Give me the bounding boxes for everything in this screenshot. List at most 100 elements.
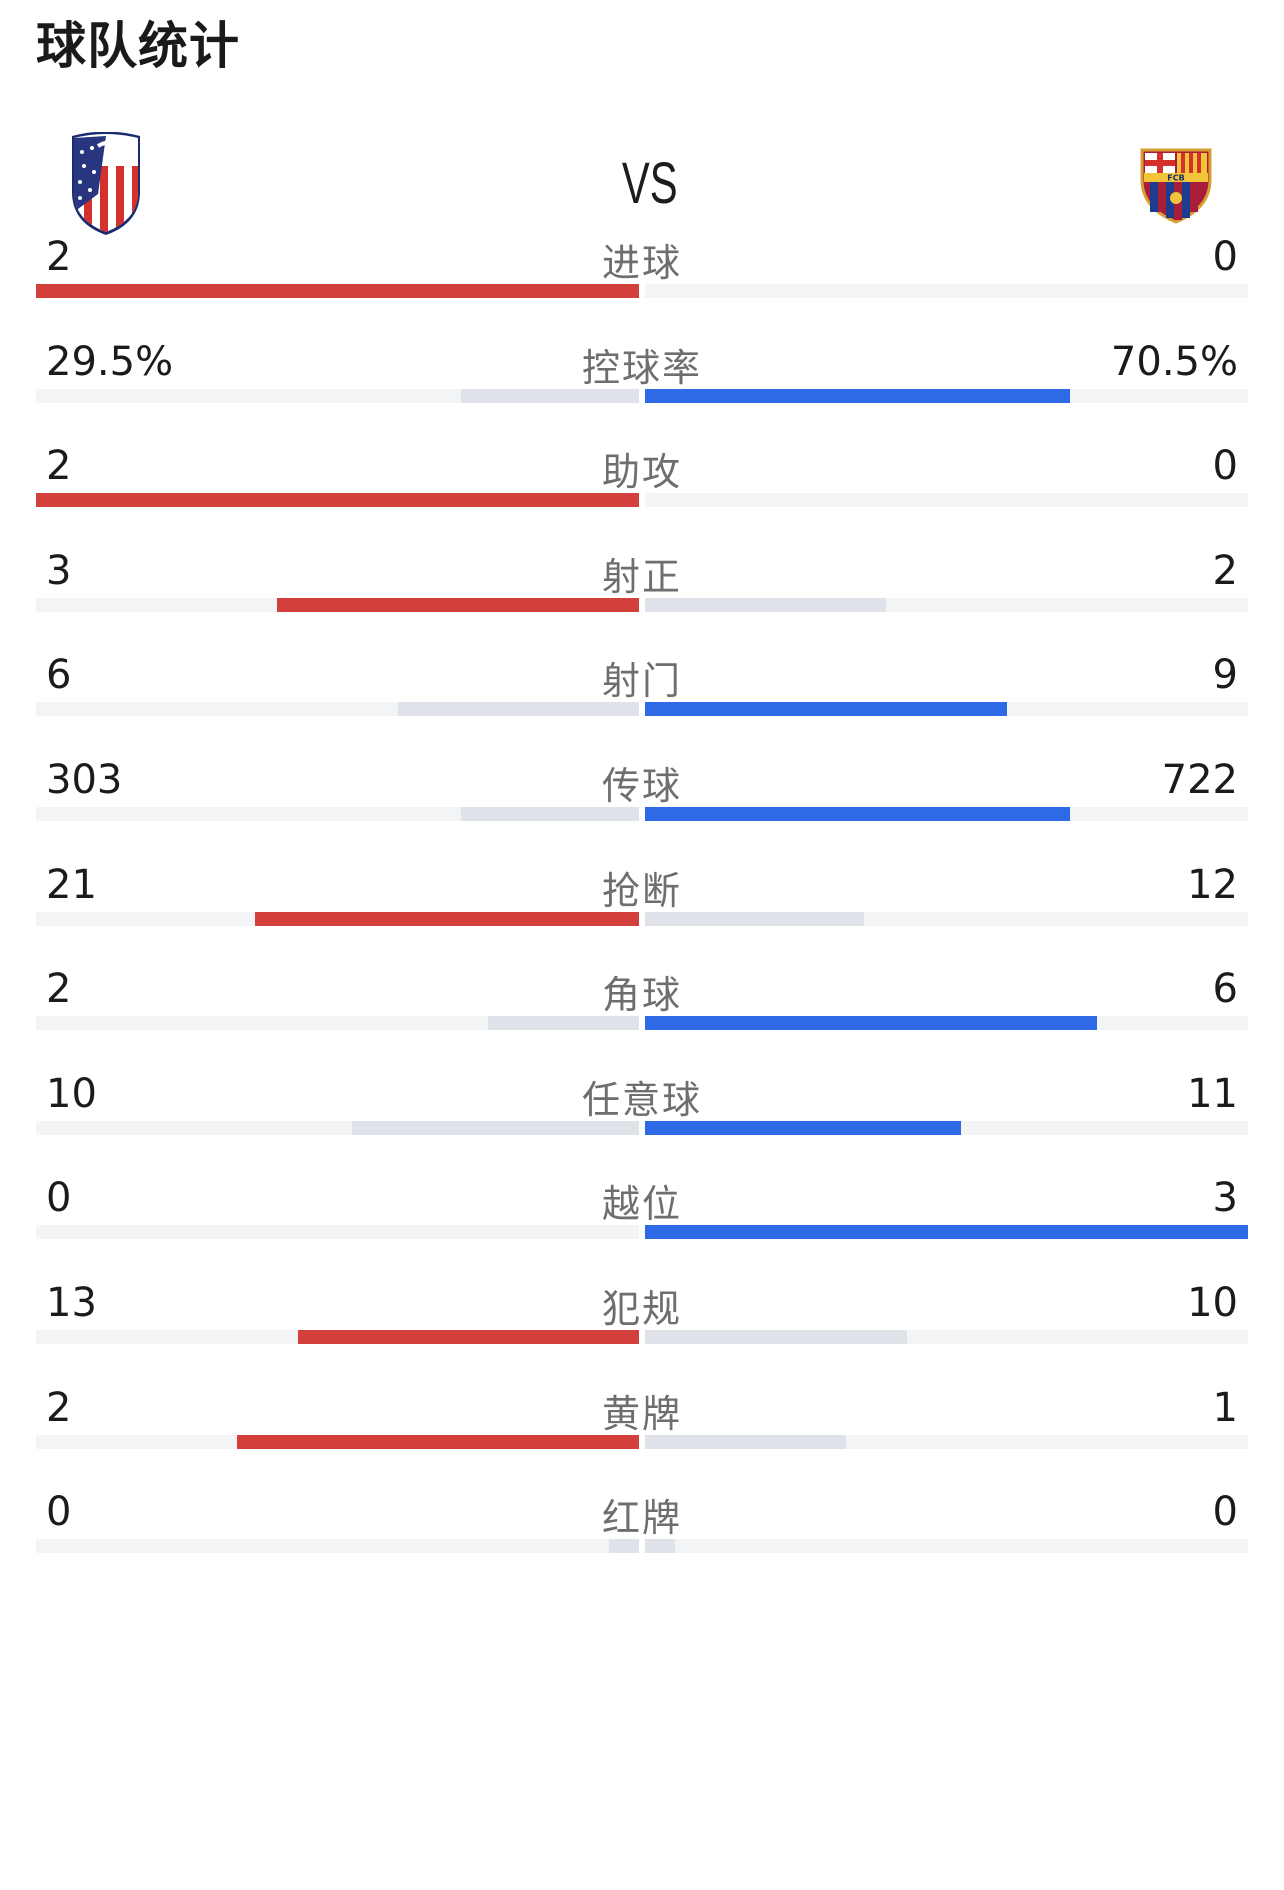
home-value: 2	[46, 234, 72, 280]
away-bar-fill	[645, 388, 1070, 403]
away-value: 12	[1187, 861, 1238, 908]
away-bar-track	[645, 597, 1248, 612]
stat-label: 越位	[601, 1182, 682, 1227]
stat-label: 射正	[601, 554, 682, 599]
stat-row: 21 抢断 12	[0, 850, 1284, 976]
stat-label: 助攻	[601, 450, 682, 495]
home-value: 29.5%	[46, 338, 174, 385]
home-bar-fill	[609, 1539, 639, 1554]
home-bar-track	[36, 388, 639, 403]
home-bar-track	[36, 1330, 639, 1344]
away-bar-track	[645, 911, 1248, 926]
away-value: 10	[1187, 1280, 1238, 1326]
stat-label: 犯规	[601, 1287, 682, 1331]
away-bar-fill	[645, 1434, 846, 1449]
stat-label: 控球率	[581, 345, 702, 390]
away-bar-track	[645, 807, 1248, 821]
home-value: 21	[46, 861, 97, 908]
stat-row: 303 传球 722	[0, 745, 1284, 871]
away-bar-track	[645, 1330, 1248, 1344]
away-value: 0	[1212, 1489, 1238, 1536]
home-value: 2	[46, 966, 72, 1013]
stat-row: 0 红牌 0	[0, 1477, 1284, 1603]
away-bar-fill	[645, 807, 1070, 821]
away-value: 6	[1212, 966, 1238, 1013]
stat-label: 任意球	[581, 1077, 702, 1122]
stat-row: 2 进球 0	[0, 222, 1284, 348]
home-bar-fill	[298, 1330, 639, 1344]
vs-label: VS	[621, 151, 678, 216]
stat-label: 红牌	[601, 1496, 682, 1541]
away-bar-track	[645, 284, 1248, 298]
stat-row: 29.5% 控球率 70.5%	[0, 327, 1284, 453]
away-bar-track	[645, 388, 1248, 403]
home-bar-track	[36, 1016, 639, 1031]
away-value: 2	[1212, 547, 1238, 594]
stat-row: 2 助攻 0	[0, 431, 1284, 557]
away-bar-track	[645, 493, 1248, 508]
away-bar-fill	[645, 1016, 1097, 1031]
away-value: 722	[1161, 757, 1238, 803]
home-bar-fill	[255, 911, 639, 926]
home-bar-track	[36, 807, 639, 821]
stat-row: 0 越位 3	[0, 1163, 1284, 1289]
home-value: 303	[46, 757, 123, 803]
away-value: 3	[1212, 1175, 1238, 1222]
home-bar-fill	[36, 493, 639, 508]
fc-barcelona-crest-icon: FCB	[1140, 148, 1212, 224]
home-bar-fill	[488, 1016, 639, 1031]
home-bar-track	[36, 1225, 639, 1240]
stat-label: 黄牌	[601, 1391, 682, 1436]
away-bar-fill	[645, 702, 1007, 717]
atletico-madrid-crest-icon	[72, 132, 140, 235]
home-value: 0	[46, 1175, 72, 1222]
away-bar-track	[645, 1539, 1248, 1554]
home-value: 10	[46, 1070, 97, 1117]
away-value: 11	[1187, 1070, 1238, 1117]
stat-row: 6 射门 9	[0, 640, 1284, 766]
stat-row: 2 角球 6	[0, 954, 1284, 1080]
away-bar-track	[645, 1225, 1248, 1240]
home-value: 6	[46, 652, 72, 699]
away-bar-fill	[645, 911, 864, 926]
away-bar-track	[645, 702, 1248, 717]
home-value: 13	[46, 1280, 97, 1326]
away-value: 70.5%	[1110, 338, 1238, 385]
home-value: 2	[46, 443, 72, 490]
stat-row: 13 犯规 10	[0, 1268, 1284, 1394]
home-bar-fill	[461, 807, 639, 821]
home-value: 3	[46, 547, 72, 594]
home-bar-fill	[237, 1434, 639, 1449]
home-bar-track	[36, 493, 639, 508]
away-value: 9	[1212, 652, 1238, 699]
home-bar-fill	[398, 702, 639, 717]
home-bar-fill	[352, 1120, 639, 1135]
away-bar-track	[645, 1120, 1248, 1135]
stat-label: 射门	[601, 659, 682, 704]
stat-row: 3 射正 2	[0, 536, 1284, 662]
away-bar-fill	[645, 1225, 1248, 1240]
home-value: 0	[46, 1489, 72, 1536]
away-bar-fill	[645, 1539, 675, 1554]
home-bar-track	[36, 1120, 639, 1135]
home-bar-track	[36, 911, 639, 926]
away-bar-fill	[645, 1120, 961, 1135]
home-bar-fill	[36, 284, 639, 298]
home-bar-track	[36, 1539, 639, 1554]
home-bar-track	[36, 702, 639, 717]
stat-row: 10 任意球 11	[0, 1059, 1284, 1185]
away-value: 0	[1212, 443, 1238, 490]
home-bar-track	[36, 284, 639, 298]
home-value: 2	[46, 1384, 72, 1431]
away-bar-fill	[645, 597, 886, 612]
stat-label: 进球	[601, 241, 682, 285]
away-bar-fill	[645, 1330, 907, 1344]
stat-label: 抢断	[601, 868, 682, 913]
home-bar-track	[36, 597, 639, 612]
home-bar-fill	[277, 597, 639, 612]
crest-text: FCB	[1167, 174, 1184, 183]
home-bar-fill	[461, 388, 639, 403]
stat-label: 传球	[601, 764, 682, 808]
page-title: 球队统计	[36, 17, 240, 75]
away-bar-track	[645, 1434, 1248, 1449]
